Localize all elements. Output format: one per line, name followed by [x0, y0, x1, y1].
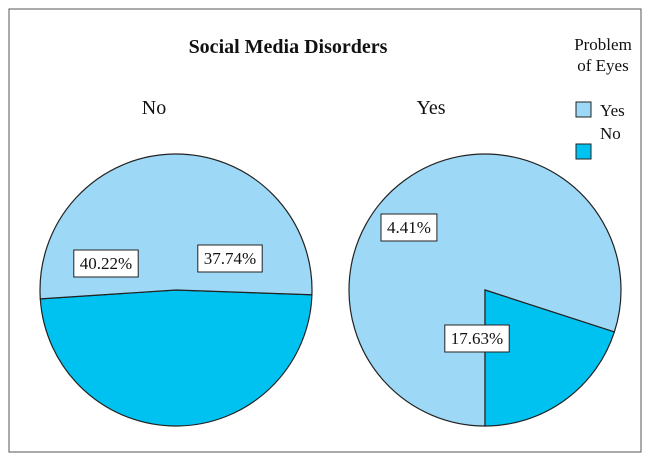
legend: Problem of Eyes Yes No: [574, 35, 632, 160]
legend-label-no: No: [600, 124, 621, 143]
pie-1-slice-label-yes: 17.63%: [444, 324, 510, 353]
pie-0-slice-label-box-yes: [73, 249, 139, 278]
pie-1-slice-label-box-yes: [444, 324, 510, 353]
chart-title: Social Media Disorders: [189, 36, 388, 58]
pie-0-slice-no: [39, 289, 313, 427]
pie-label-left: No: [142, 97, 166, 119]
pie-1-slice-label-no: 4.41%: [380, 213, 438, 242]
pie-0-slice-label-box-no: [197, 244, 263, 273]
chart-frame: [8, 8, 642, 453]
legend-title-line-1: Problem: [574, 35, 632, 54]
pie-0-slice-label-no: 37.74%: [197, 244, 263, 273]
legend-swatch-no: [575, 143, 592, 160]
pie-1-slice-no: [484, 289, 616, 427]
pie-label-right: Yes: [416, 97, 445, 119]
legend-swatch-yes: [575, 101, 592, 118]
pie-left: 37.74% 40.22%: [39, 153, 313, 427]
legend-label-yes: Yes: [600, 101, 625, 120]
pie-0-slice-label-yes: 40.22%: [73, 249, 139, 278]
pie-right: 17.63% 4.41%: [348, 153, 622, 427]
pie-1-slice-label-text-no: 4.41%: [387, 218, 431, 237]
pie-1-slice-label-box-no: [380, 213, 438, 242]
pie-0-slice-label-text-yes: 40.22%: [80, 254, 132, 273]
pie-1-slice-label-text-yes: 17.63%: [451, 329, 503, 348]
legend-title-line-2: of Eyes: [577, 56, 628, 75]
pie-0-slice-label-text-no: 37.74%: [204, 249, 256, 268]
